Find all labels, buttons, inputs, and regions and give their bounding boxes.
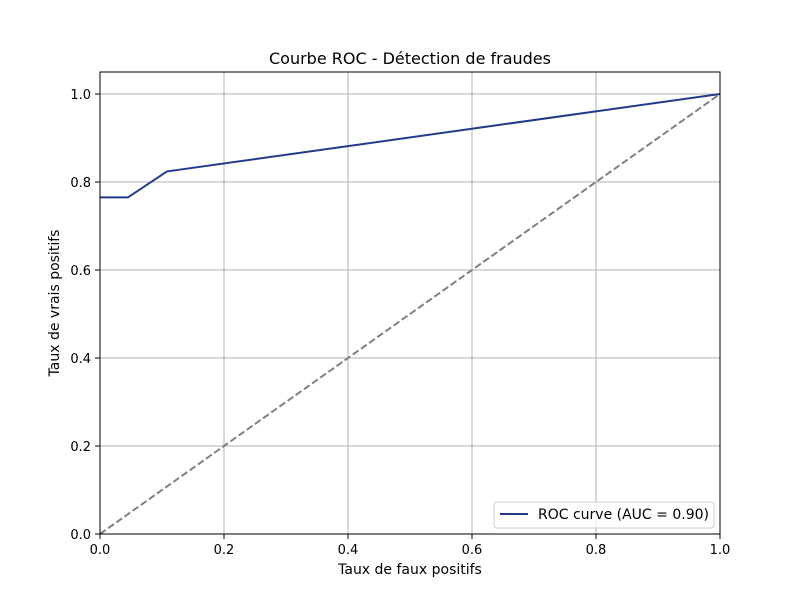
- chart-title: Courbe ROC - Détection de fraudes: [269, 49, 551, 68]
- x-axis-label: Taux de faux positifs: [337, 562, 482, 578]
- roc-curve-line: [100, 93, 720, 199]
- y-tick-label: 0.8: [70, 176, 91, 191]
- y-tick-label: 0.6: [70, 264, 91, 279]
- y-tick-label: 0.4: [70, 352, 91, 367]
- y-tick-label: 0.2: [70, 440, 91, 455]
- grid: [99, 72, 721, 535]
- x-tick-label: 0.0: [90, 543, 111, 558]
- x-tick-label: 0.2: [214, 543, 235, 558]
- ticks: 0.0 0.2 0.4 0.6 0.8 1.0 0.0 0.2 0.4 0.6 0.8 1.0: [70, 88, 730, 558]
- legend: ROC curve (AUC = 0.90): [493, 501, 715, 529]
- x-tick-label: 1.0: [710, 543, 731, 558]
- x-tick-label: 0.6: [462, 543, 483, 558]
- x-tick-label: 0.4: [338, 543, 359, 558]
- baseline-diagonal-line: [100, 93, 720, 534]
- y-tick-label: 0.0: [70, 528, 91, 543]
- y-axis-label: Taux de vrais positifs: [47, 230, 63, 378]
- series-layer: [100, 93, 720, 534]
- legend-box: [493, 501, 715, 529]
- y-tick-label: 1.0: [70, 88, 91, 103]
- legend-label-roc: ROC curve (AUC = 0.90): [538, 507, 709, 523]
- x-tick-label: 0.8: [586, 543, 607, 558]
- plot-frame: [99, 71, 721, 535]
